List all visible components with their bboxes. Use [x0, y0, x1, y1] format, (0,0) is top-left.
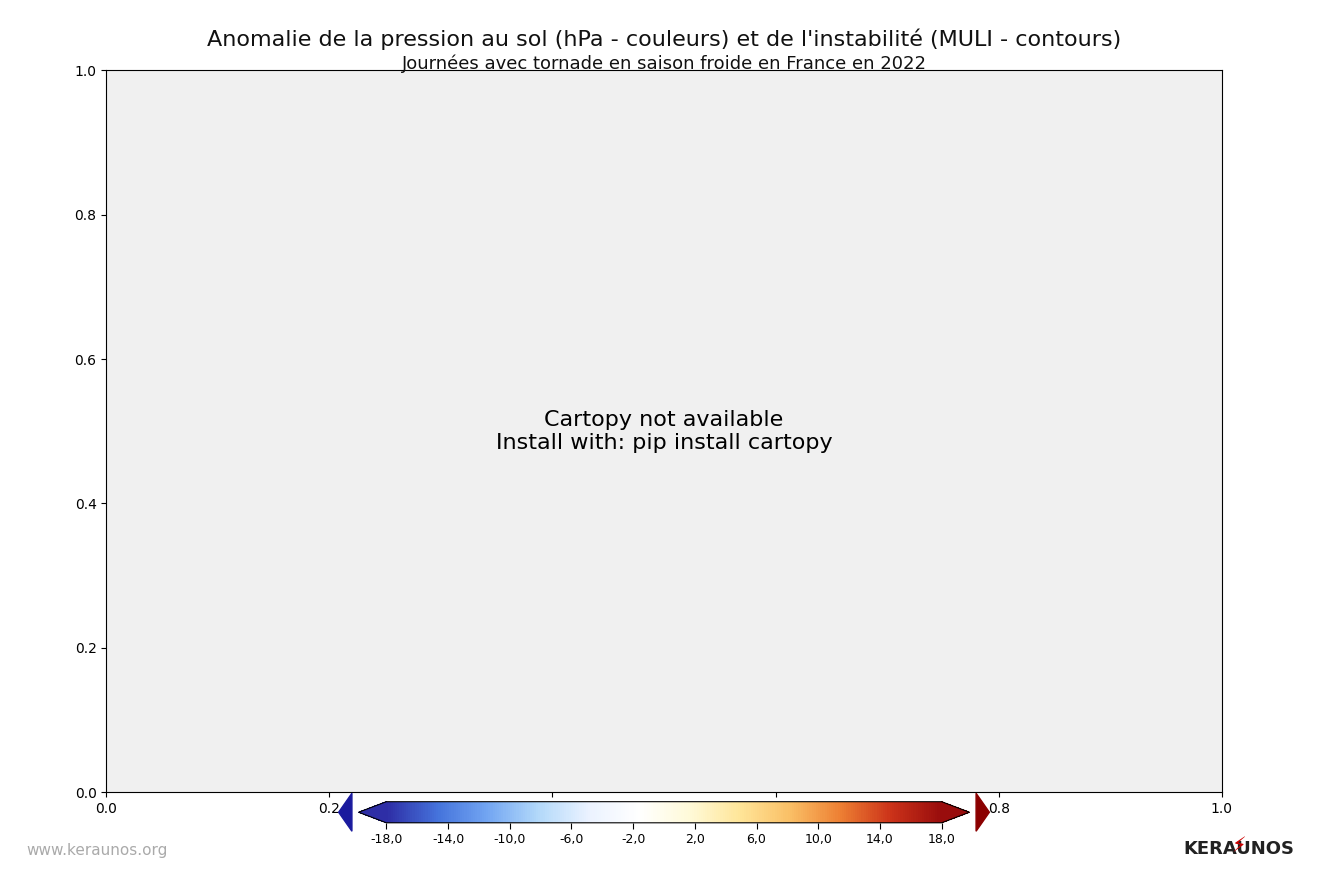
Text: Journées avec tornade en saison froide en France en 2022: Journées avec tornade en saison froide e… [401, 55, 927, 73]
PathPatch shape [359, 802, 386, 823]
Text: Anomalie de la pression au sol (hPa - couleurs) et de l'instabilité (MULI - cont: Anomalie de la pression au sol (hPa - co… [207, 28, 1121, 49]
PathPatch shape [942, 802, 969, 823]
Text: ⚡: ⚡ [1231, 836, 1246, 856]
Text: Cartopy not available
Install with: pip install cartopy: Cartopy not available Install with: pip … [495, 409, 833, 453]
Text: www.keraunos.org: www.keraunos.org [27, 843, 167, 858]
Text: KERAUNOS: KERAUNOS [1183, 840, 1295, 858]
